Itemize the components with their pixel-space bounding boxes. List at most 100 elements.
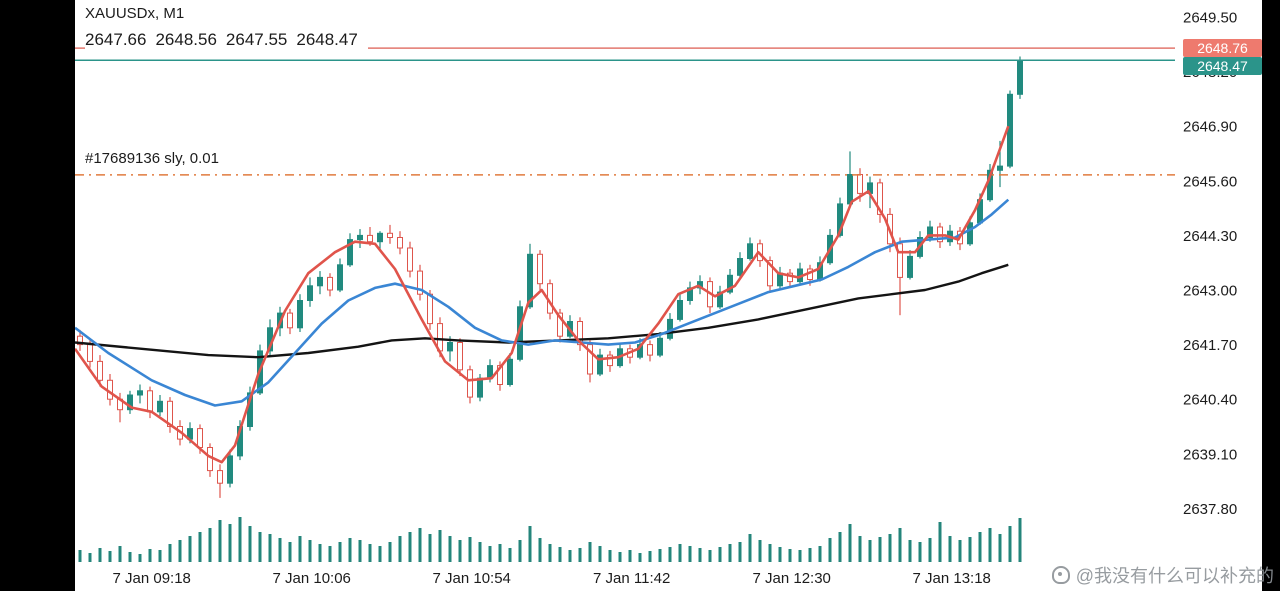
volume-bar xyxy=(828,538,832,562)
candle-body xyxy=(557,312,563,337)
candle-body xyxy=(847,174,853,205)
volume-bar xyxy=(818,546,822,562)
x-axis-label: 7 Jan 10:06 xyxy=(272,570,350,587)
candle-body xyxy=(217,470,223,484)
candle-body xyxy=(577,321,583,346)
volume-bar xyxy=(968,537,972,562)
volume-bar xyxy=(368,544,372,562)
volume-bar xyxy=(708,550,712,562)
candle-body xyxy=(897,243,903,278)
volume-bar xyxy=(628,550,632,562)
volume-bar xyxy=(998,534,1002,562)
volume-bar xyxy=(778,547,782,562)
volume-bar xyxy=(578,548,582,562)
ask-price-tag: 2648.76 xyxy=(1183,39,1262,57)
volume-bar xyxy=(88,553,92,562)
x-axis-label: 7 Jan 11:42 xyxy=(593,570,670,587)
candle-body xyxy=(97,360,103,381)
volume-bar xyxy=(918,542,922,562)
volume-bar xyxy=(328,546,332,562)
volume-bar xyxy=(138,554,142,562)
volume-bar xyxy=(238,517,242,562)
candle-body xyxy=(317,276,323,287)
volume-bar xyxy=(128,552,132,562)
candle-body xyxy=(527,253,533,308)
volume-bar xyxy=(758,540,762,562)
volume-bar xyxy=(278,538,282,562)
y-axis-label: 2639.10 xyxy=(1183,446,1237,463)
volume-bar xyxy=(958,540,962,562)
candle-body xyxy=(357,234,363,241)
candle-body xyxy=(927,226,933,238)
candle-body xyxy=(307,285,313,301)
candle-body xyxy=(367,234,373,243)
x-axis-label: 7 Jan 09:18 xyxy=(112,570,190,587)
price-chart[interactable]: 2649.502648.202646.902645.602644.302643.… xyxy=(75,0,1262,591)
volume-bar xyxy=(388,542,392,562)
candle-body xyxy=(857,174,863,194)
volume-bar xyxy=(868,540,872,562)
volume-bar xyxy=(118,546,122,562)
volume-bar xyxy=(978,532,982,562)
volume-bar xyxy=(98,548,102,562)
volume-bar xyxy=(338,542,342,562)
volume-bar xyxy=(78,550,82,562)
ohlc-readout: 2647.66 2648.56 2647.55 2648.47 xyxy=(85,30,368,52)
y-axis-label: 2643.00 xyxy=(1183,283,1237,300)
volume-bar xyxy=(858,536,862,562)
volume-bar xyxy=(678,544,682,562)
bid-price-tag: 2648.47 xyxy=(1183,57,1262,75)
order-line-label[interactable]: #17689136 sly, 0.01 xyxy=(85,150,219,167)
candle-body xyxy=(387,232,393,239)
volume-bar xyxy=(408,532,412,562)
symbol-title: XAUUSDx, M1 xyxy=(85,5,185,22)
volume-bar xyxy=(288,542,292,562)
volume-bar xyxy=(108,551,112,562)
volume-bar xyxy=(598,546,602,562)
candle-body xyxy=(607,354,613,367)
candle-body xyxy=(877,182,883,215)
volume-bar xyxy=(658,549,662,562)
candle-body xyxy=(167,400,173,427)
x-axis-label: 7 Jan 13:18 xyxy=(912,570,990,587)
ohlc-open: 2647.66 xyxy=(85,30,147,49)
volume-bar xyxy=(428,534,432,562)
volume-bar xyxy=(588,542,592,562)
volume-bar xyxy=(1008,526,1012,562)
volume-bar xyxy=(648,551,652,562)
volume-bar xyxy=(798,550,802,562)
candle-body xyxy=(347,239,353,266)
volume-bar xyxy=(188,536,192,562)
volume-bar xyxy=(438,530,442,562)
candle-body xyxy=(157,400,163,413)
ohlc-low: 2647.55 xyxy=(225,30,288,49)
y-axis-label: 2646.90 xyxy=(1183,119,1237,136)
candle-body xyxy=(77,335,83,346)
candle-body xyxy=(1017,59,1023,95)
volume-bar xyxy=(348,538,352,562)
candle-body xyxy=(597,354,603,375)
y-axis-label: 2637.80 xyxy=(1183,501,1237,518)
candle-body xyxy=(497,365,503,386)
candle-body xyxy=(327,276,333,291)
candle-body xyxy=(407,247,413,272)
volume-bar xyxy=(738,542,742,562)
volume-bar xyxy=(538,538,542,562)
candle-body xyxy=(197,428,203,449)
candle-body xyxy=(717,291,723,308)
candle-body xyxy=(767,260,773,287)
volume-bar xyxy=(158,550,162,562)
ma-mid-line xyxy=(75,198,1010,407)
y-axis-label: 2645.60 xyxy=(1183,173,1237,190)
volume-bar xyxy=(888,534,892,562)
candle-body xyxy=(417,270,423,295)
volume-bar xyxy=(808,548,812,562)
volume-bar xyxy=(848,524,852,562)
volume-bar xyxy=(548,544,552,562)
candle-body xyxy=(477,377,483,398)
candle-body xyxy=(287,312,293,329)
volume-bar xyxy=(698,548,702,562)
volume-bar xyxy=(908,540,912,562)
volume-bar xyxy=(948,536,952,562)
candle-body xyxy=(587,344,593,375)
